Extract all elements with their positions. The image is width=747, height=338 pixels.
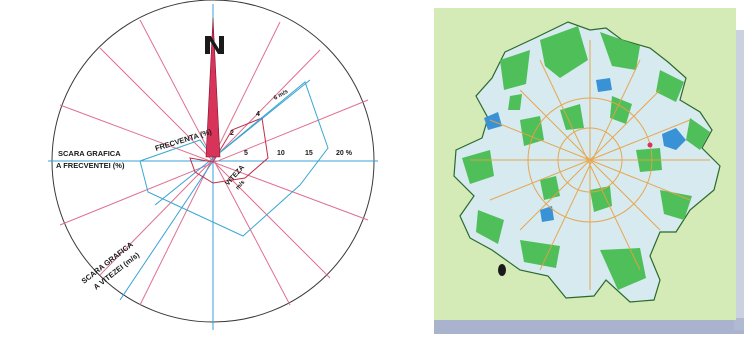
- rose-frequency-polygon: [139, 81, 329, 237]
- rose-speed-ray-2: [119, 160, 214, 301]
- frequency-scale-label-1: SCARA GRAFICA: [58, 149, 121, 158]
- city-outline: [453, 21, 721, 303]
- city-map: [434, 8, 744, 334]
- tick-2: 2: [230, 130, 234, 137]
- tick-10: 10: [277, 150, 285, 157]
- wind-rose-diagram: N FRECVENTA (%) SCARA GRAFICA A FRECVENT…: [48, 0, 378, 330]
- tick-4: 4: [256, 111, 260, 118]
- map-roads: [470, 40, 710, 290]
- map-ink-mark: [498, 264, 506, 276]
- frequency-axis-label: FRECVENTA (%): [154, 127, 213, 153]
- rose-speed-polygon: [189, 117, 269, 184]
- map-water: [484, 78, 686, 222]
- map-red-marker: [647, 142, 653, 148]
- frequency-scale-label-2: A FRECVENTEI (%): [56, 161, 125, 170]
- rose-north-bar: [205, 17, 221, 158]
- speed-ray-label: 6 m/s: [273, 89, 290, 102]
- rose-frequency-rays: [59, 19, 369, 306]
- map-shadow-side: [734, 30, 744, 330]
- speed-unit-label: m/s: [235, 179, 247, 191]
- map-green-areas: [462, 26, 710, 290]
- map-shadow: [434, 318, 744, 334]
- tick-5: 5: [244, 150, 248, 157]
- north-mark-icon: [205, 36, 224, 54]
- tick-20: 20 %: [336, 150, 353, 157]
- tick-15: 15: [305, 150, 313, 157]
